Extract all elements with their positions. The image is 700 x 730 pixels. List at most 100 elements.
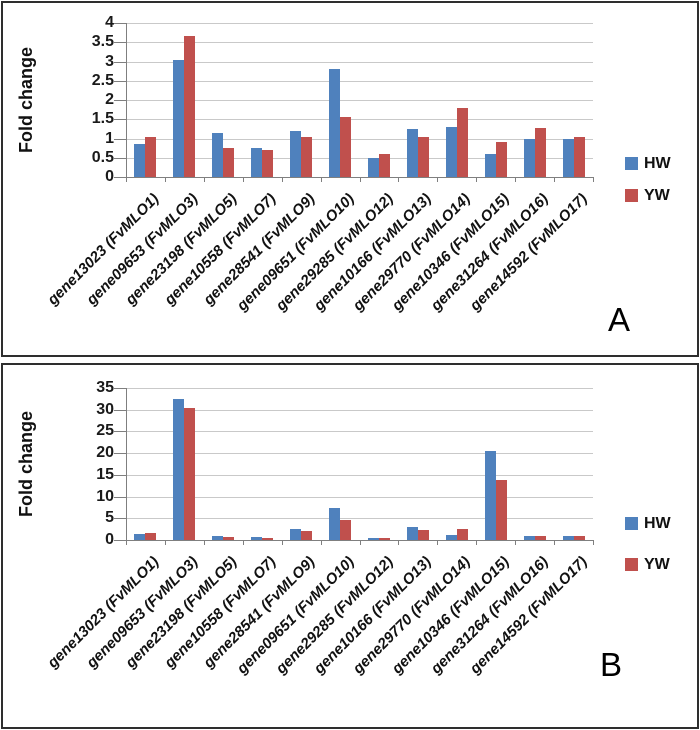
bar-yw-gene10558 <box>262 537 274 540</box>
bar-yw-gene10346 <box>495 142 507 177</box>
bar-yw-gene29285 <box>378 153 390 177</box>
y-tick-label: 30 <box>96 400 114 418</box>
y-tick-label: 20 <box>96 444 114 462</box>
bar-yw-gene09651 <box>340 117 352 177</box>
gridline <box>126 80 593 82</box>
y-axis-tick <box>114 540 126 541</box>
y-axis-line <box>126 388 127 541</box>
bar-chart-A: 0 0.5 1 1.5 2 2.5 3 3.5 4 gene13023 (FvMLO1) gene0… <box>3 3 697 355</box>
bar-hw-gene10346 <box>484 450 496 540</box>
gridline <box>126 61 593 63</box>
y-tick-label: 0 <box>105 531 114 548</box>
x-axis-tick <box>593 178 594 182</box>
x-axis-tick <box>203 541 205 545</box>
y-axis-tick <box>114 453 126 455</box>
legend-label-yw: YW <box>644 556 670 573</box>
bar-hw-gene23198 <box>212 132 224 177</box>
y-axis-tick <box>114 409 126 411</box>
y-axis-tick <box>114 100 126 101</box>
gridline <box>126 138 593 140</box>
y-axis-line <box>126 23 127 178</box>
gridline <box>126 496 593 498</box>
y-tick-label: 35 <box>96 379 114 396</box>
x-axis-tick <box>320 178 322 182</box>
bar-yw-gene09653 <box>184 36 196 177</box>
y-tick-label: 10 <box>96 487 114 505</box>
x-axis-tick <box>126 541 127 545</box>
gridline <box>126 100 593 101</box>
x-axis-tick <box>164 178 166 182</box>
bar-hw-gene14592 <box>562 536 574 540</box>
gridline <box>126 42 593 44</box>
y-tick-label: 0 <box>105 168 114 185</box>
bar-yw-gene31264 <box>534 536 546 540</box>
x-axis-line <box>126 540 594 541</box>
x-axis-tick <box>281 178 283 182</box>
bar-hw-gene10558 <box>251 148 263 177</box>
y-tick-label: 3.5 <box>91 33 114 51</box>
x-axis-tick <box>593 541 594 545</box>
bar-hw-gene31264 <box>523 138 535 177</box>
legend-swatch-yw <box>625 189 638 202</box>
gridline <box>126 409 593 411</box>
bar-hw-gene09651 <box>329 508 341 540</box>
x-axis-tick <box>359 541 361 545</box>
y-tick-label: 3 <box>105 52 114 70</box>
y-axis-tick <box>114 431 126 433</box>
y-axis-tick <box>114 138 126 140</box>
x-axis-tick <box>515 541 517 545</box>
y-tick-label: 2 <box>105 91 114 108</box>
x-axis-tick <box>554 541 556 545</box>
legend-label-yw: YW <box>644 187 670 204</box>
y-axis-tick <box>114 518 126 520</box>
y-tick-label: 15 <box>96 465 114 483</box>
panel-letter-B: B <box>600 646 623 683</box>
bar-hw-gene14592 <box>562 138 574 177</box>
y-axis-tick <box>114 177 126 178</box>
bar-hw-gene29285 <box>367 157 379 177</box>
x-axis-tick <box>359 178 361 182</box>
x-axis-tick <box>203 178 205 182</box>
x-axis-tick <box>242 541 244 545</box>
y-tick-label: 5 <box>105 509 114 527</box>
x-axis-tick <box>164 541 166 545</box>
bar-yw-gene13023 <box>145 136 157 177</box>
y-axis-tick <box>114 23 126 24</box>
bar-yw-gene28541 <box>301 136 313 177</box>
x-axis-tick <box>126 178 127 182</box>
bar-hw-gene23198 <box>212 535 224 540</box>
x-axis-tick <box>476 541 478 545</box>
x-axis-tick <box>320 541 322 545</box>
bar-yw-gene09653 <box>184 407 196 540</box>
panel-letter-A: A <box>608 301 631 338</box>
y-axis-tick <box>114 42 126 44</box>
panel-A: Fold change 0 0.5 1 1.5 2 2.5 3 3.5 4 gene13023 (… <box>1 1 699 357</box>
gridline <box>126 431 593 433</box>
bar-hw-gene09651 <box>329 69 341 177</box>
bar-hw-gene10346 <box>484 153 496 177</box>
bar-hw-gene29770 <box>445 126 457 177</box>
bar-hw-gene28541 <box>290 529 302 540</box>
y-axis-tick <box>114 496 126 498</box>
legend-swatch-yw <box>625 558 638 571</box>
gridline <box>126 23 593 24</box>
y-tick-label: 0.5 <box>91 148 114 166</box>
bar-hw-gene29770 <box>445 535 457 540</box>
bar-hw-gene13023 <box>134 534 146 540</box>
bar-yw-gene23198 <box>223 148 235 177</box>
panel-B: Fold change 0 5 10 15 20 25 30 35 gene13023 (FvM… <box>1 363 699 729</box>
bar-yw-gene13023 <box>145 533 157 540</box>
gridline <box>126 518 593 520</box>
bar-hw-gene31264 <box>523 536 535 540</box>
x-axis-tick <box>515 178 517 182</box>
bar-hw-gene28541 <box>290 130 302 177</box>
legend-swatch-hw <box>625 517 638 530</box>
x-axis-tick <box>281 541 283 545</box>
y-tick-label: 25 <box>96 422 114 440</box>
bar-yw-gene14592 <box>573 136 585 177</box>
bar-yw-gene10346 <box>495 480 507 540</box>
bar-yw-gene10558 <box>262 150 274 177</box>
gridline <box>126 157 593 159</box>
y-tick-label: 1 <box>105 129 114 147</box>
y-axis-tick <box>114 474 126 476</box>
